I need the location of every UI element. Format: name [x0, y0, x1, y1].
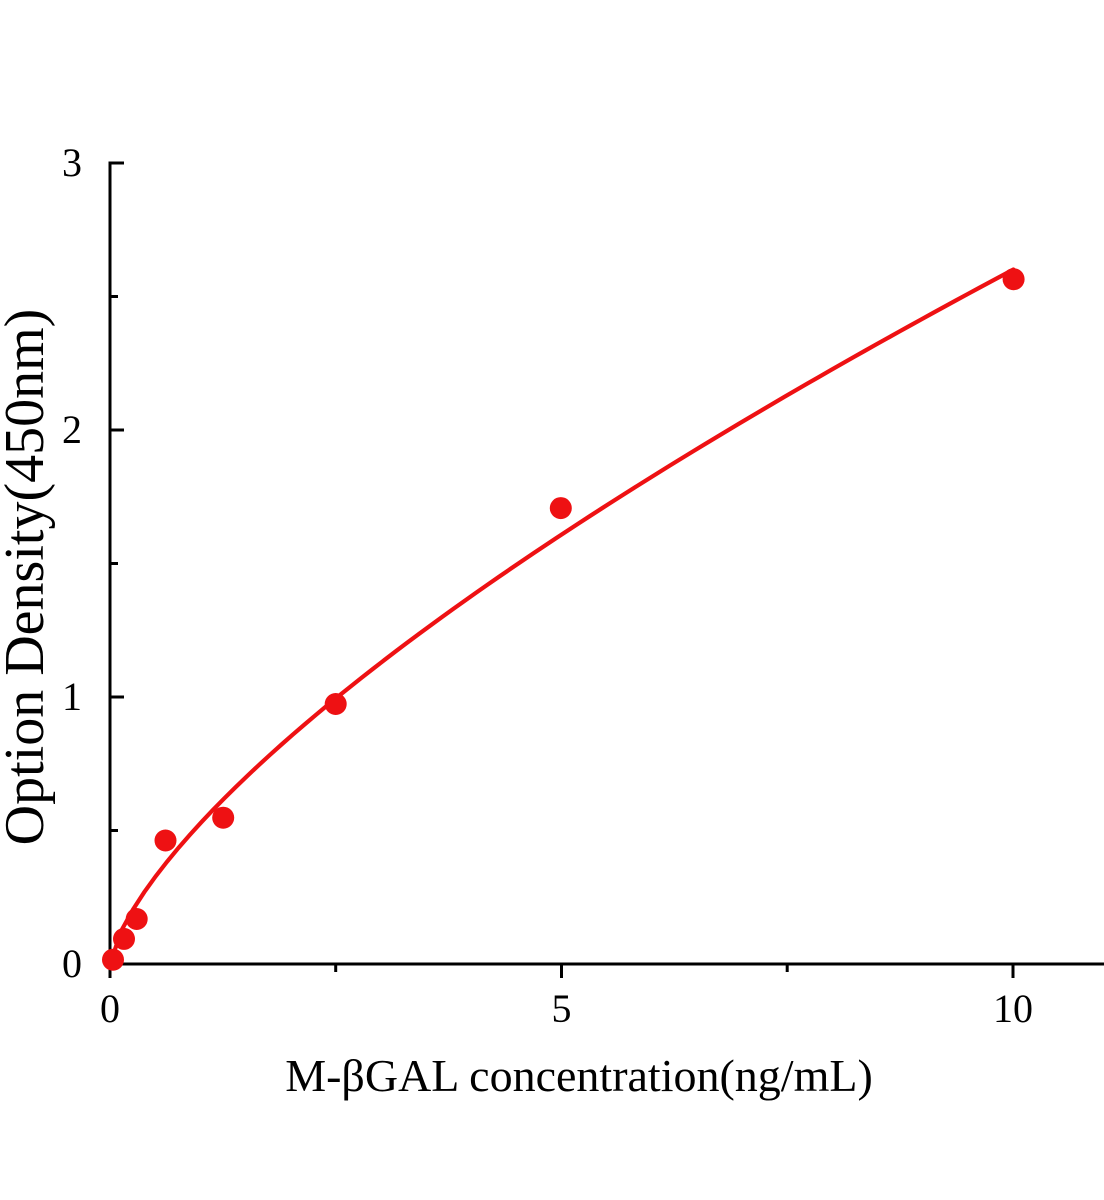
- svg-text:Option Density(450nm): Option Density(450nm): [0, 309, 56, 846]
- svg-text:10: 10: [993, 986, 1033, 1031]
- svg-text:1: 1: [62, 674, 82, 719]
- svg-text:2: 2: [62, 407, 82, 452]
- svg-text:0: 0: [100, 986, 120, 1031]
- svg-text:M-βGAL concentration(ng/mL): M-βGAL concentration(ng/mL): [285, 1050, 873, 1101]
- svg-text:5: 5: [552, 986, 572, 1031]
- svg-text:3: 3: [62, 140, 82, 185]
- svg-text:0: 0: [62, 941, 82, 986]
